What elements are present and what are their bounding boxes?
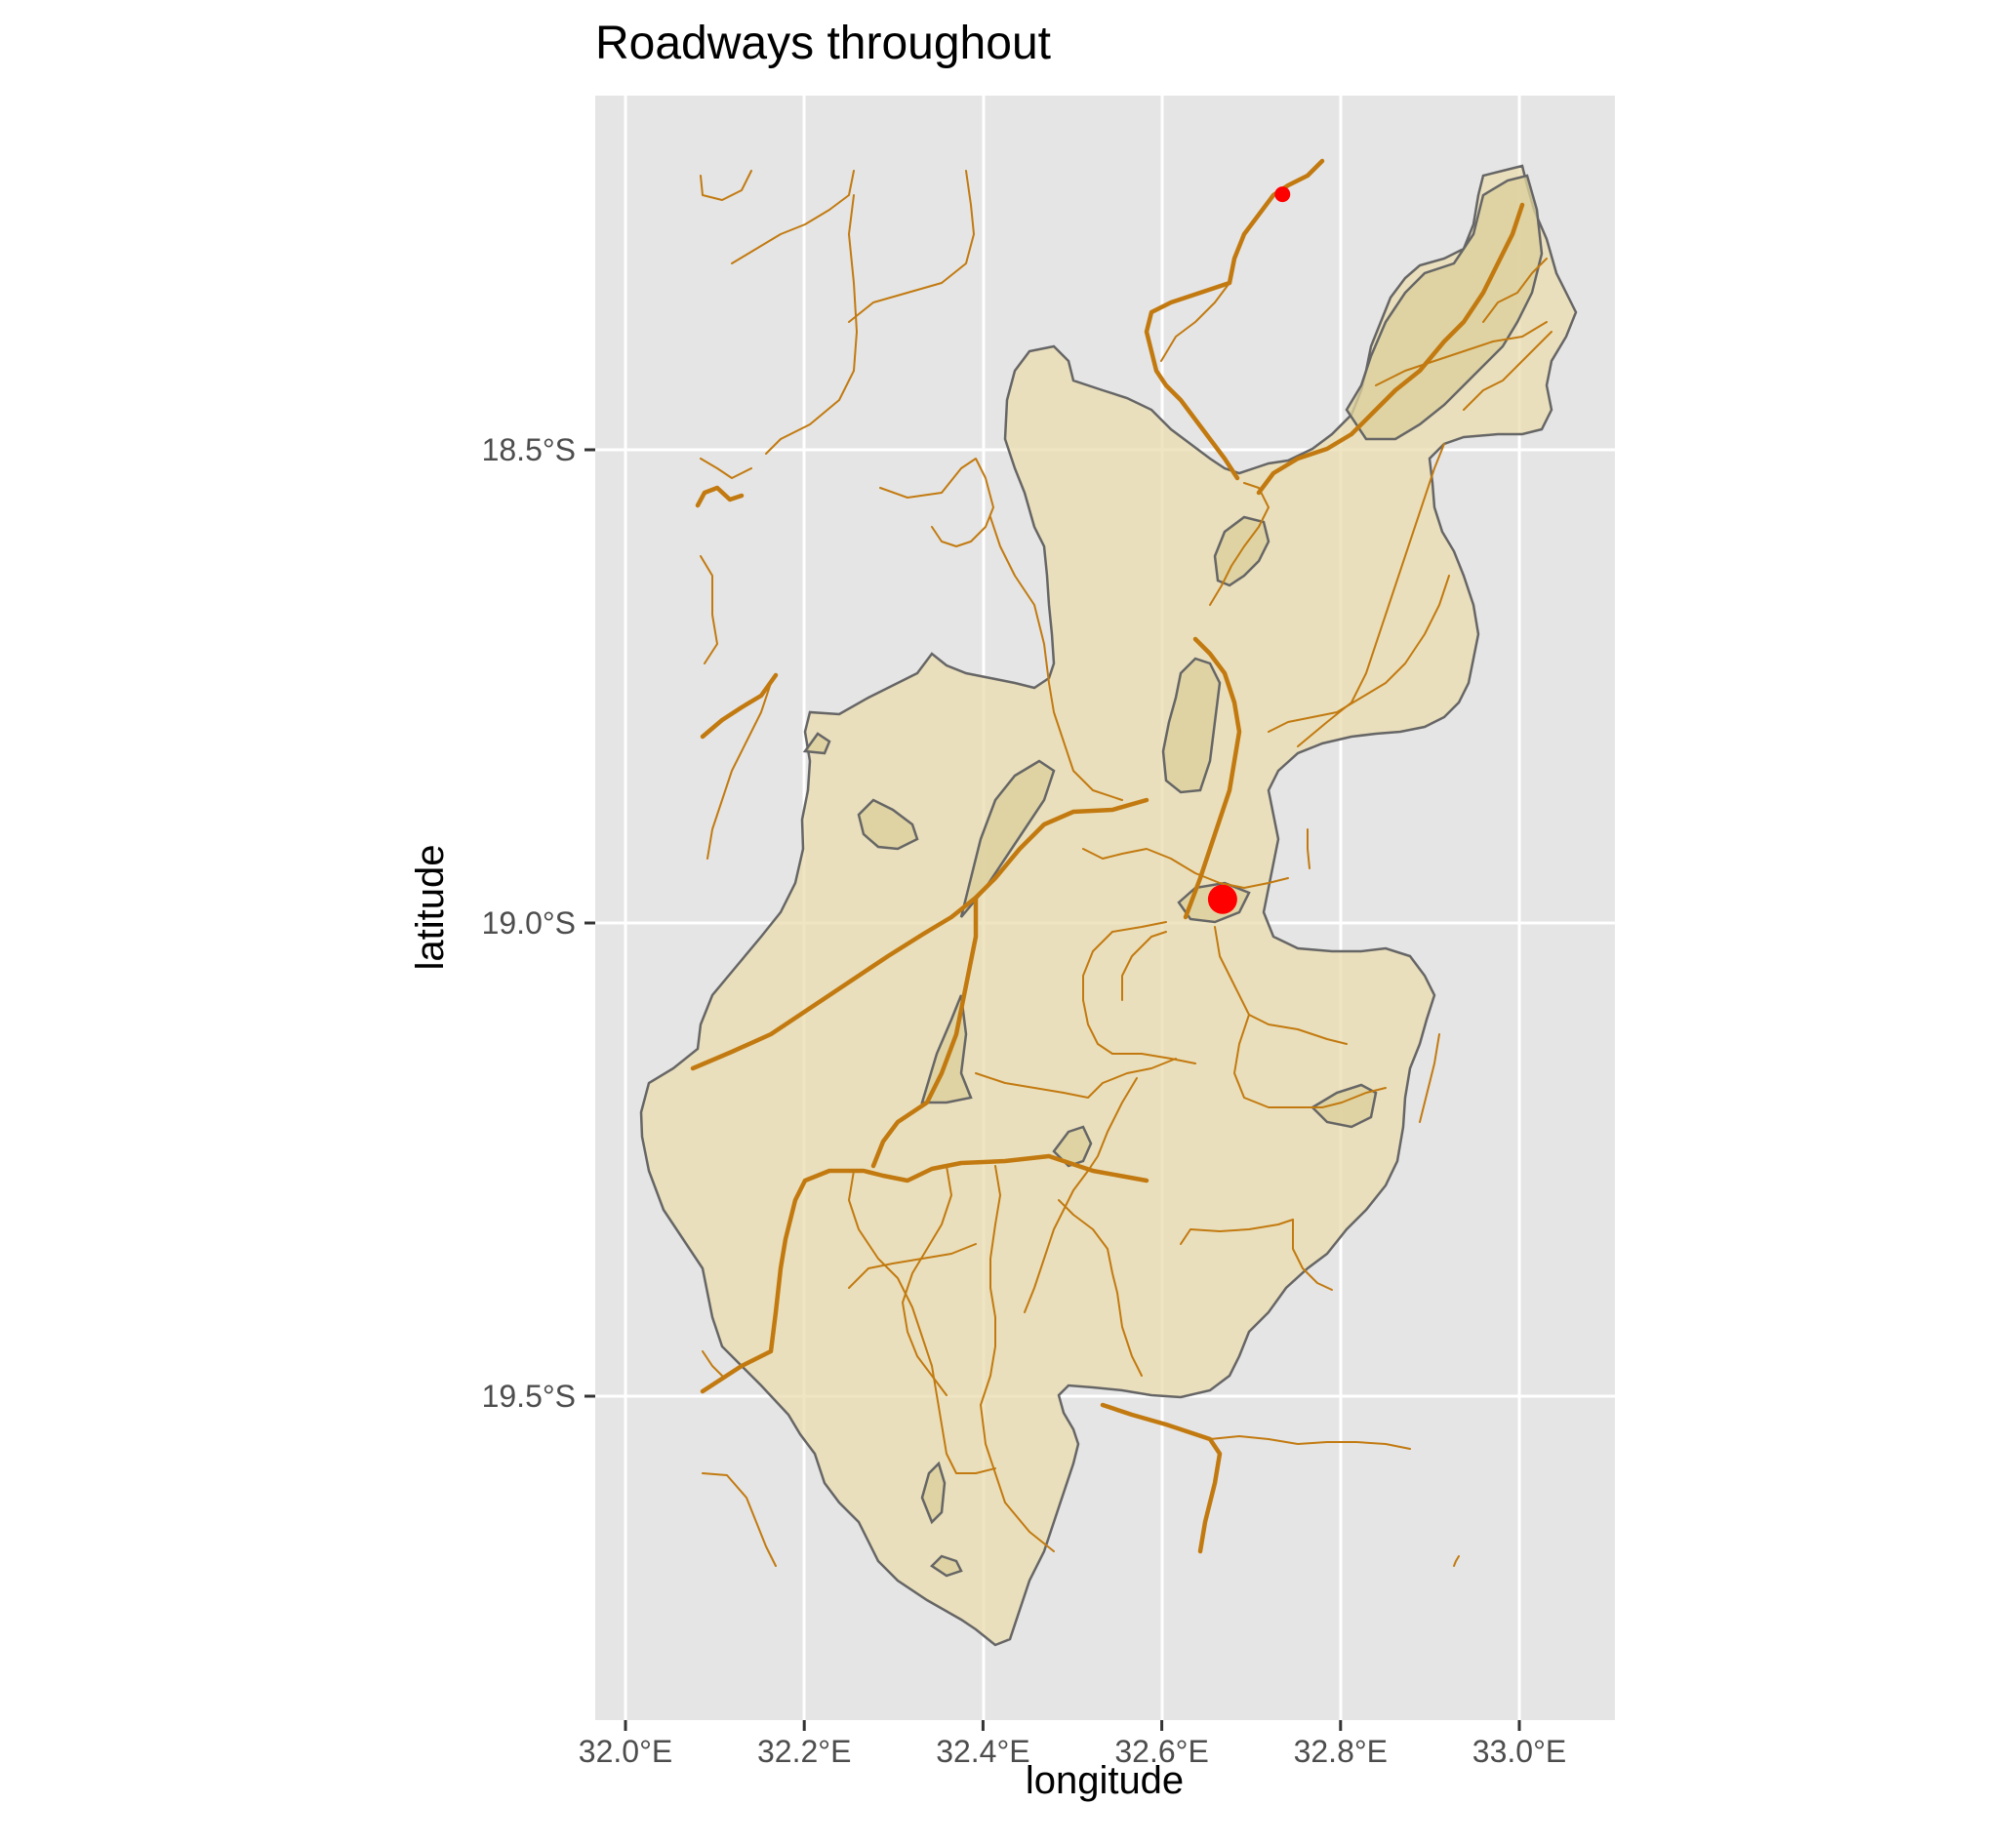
location-point (1274, 186, 1291, 203)
x-axis: 32.0°E 32.2°E 32.4°E 32.6°E 32.8°E 33.0°E (579, 1720, 1566, 1769)
map-title: Roadways throughout (595, 18, 1051, 69)
sub-area-south-island-2 (930, 1554, 963, 1578)
points-layer (1207, 186, 1291, 914)
minor-road (1082, 921, 1196, 1064)
minor-road (848, 1170, 996, 1474)
minor-road (1209, 1435, 1411, 1450)
minor-road (1419, 1033, 1440, 1123)
major-road (695, 485, 745, 508)
minor-road (980, 1165, 1055, 1552)
major-road (690, 797, 1149, 1071)
y-tick-label: 18.5°S (482, 432, 576, 467)
y-tick-label: 19.5°S (482, 1379, 576, 1414)
sub-area-west-island-1 (857, 798, 919, 851)
minor-road (1209, 482, 1270, 606)
major-road (870, 895, 979, 1169)
minor-road (706, 682, 772, 860)
x-tick-label: 32.8°E (1294, 1734, 1388, 1769)
road-network (690, 158, 1552, 1567)
major-road (1183, 636, 1242, 920)
minor-road (848, 170, 975, 323)
minor-road (702, 1472, 777, 1567)
x-tick-label: 32.2°E (757, 1734, 851, 1769)
minor-road (1180, 1219, 1294, 1245)
x-tick-label: 33.0°E (1472, 1734, 1566, 1769)
x-tick-label: 32.6°E (1114, 1734, 1208, 1769)
location-point (1207, 884, 1237, 914)
major-road (1256, 202, 1525, 496)
minor-road (1375, 321, 1548, 386)
x-tick-label: 32.4°E (936, 1734, 1029, 1769)
minor-road (765, 194, 858, 455)
minor-road (975, 1058, 1177, 1099)
y-axis-title: latitude (409, 845, 452, 971)
sub-area-lake-north (1161, 657, 1222, 794)
sub-area-northeast-strip (1345, 174, 1544, 441)
minor-road (1307, 828, 1310, 869)
minor-road (879, 458, 994, 547)
major-road (700, 1153, 1149, 1394)
y-axis: 18.5°S 19.0°S 19.5°S (482, 432, 595, 1414)
minor-road (902, 1165, 952, 1396)
major-road (1144, 158, 1325, 481)
sub-area-central-island (1052, 1125, 1093, 1168)
district-polygon (639, 164, 1578, 1647)
sub-area-west-island-2 (802, 732, 831, 755)
minor-road (1058, 1199, 1143, 1377)
minor-road (700, 555, 718, 664)
x-tick-label: 32.0°E (579, 1734, 672, 1769)
x-axis-title: longitude (1026, 1759, 1184, 1802)
minor-road (1082, 848, 1289, 889)
minor-road (1024, 1077, 1138, 1313)
minor-road (848, 1243, 977, 1289)
minor-road (1233, 1014, 1387, 1108)
minor-road (702, 1350, 723, 1377)
minor-road (700, 170, 752, 201)
major-road (700, 672, 779, 740)
minor-road (1121, 931, 1167, 1001)
minor-road (1463, 331, 1552, 411)
sub-area-west-ridge (959, 759, 1056, 918)
minor-road (1268, 575, 1450, 733)
minor-road (700, 458, 752, 479)
minor-road (1160, 282, 1230, 362)
minor-road (989, 516, 1123, 801)
minor-road (1482, 258, 1548, 323)
minor-road (1214, 926, 1348, 1045)
y-tick-label: 19.0°S (482, 905, 576, 941)
minor-road (1292, 1219, 1333, 1291)
minor-road (1453, 1555, 1460, 1567)
sub-area-south-island-1 (920, 1461, 947, 1525)
minor-road (731, 170, 855, 264)
